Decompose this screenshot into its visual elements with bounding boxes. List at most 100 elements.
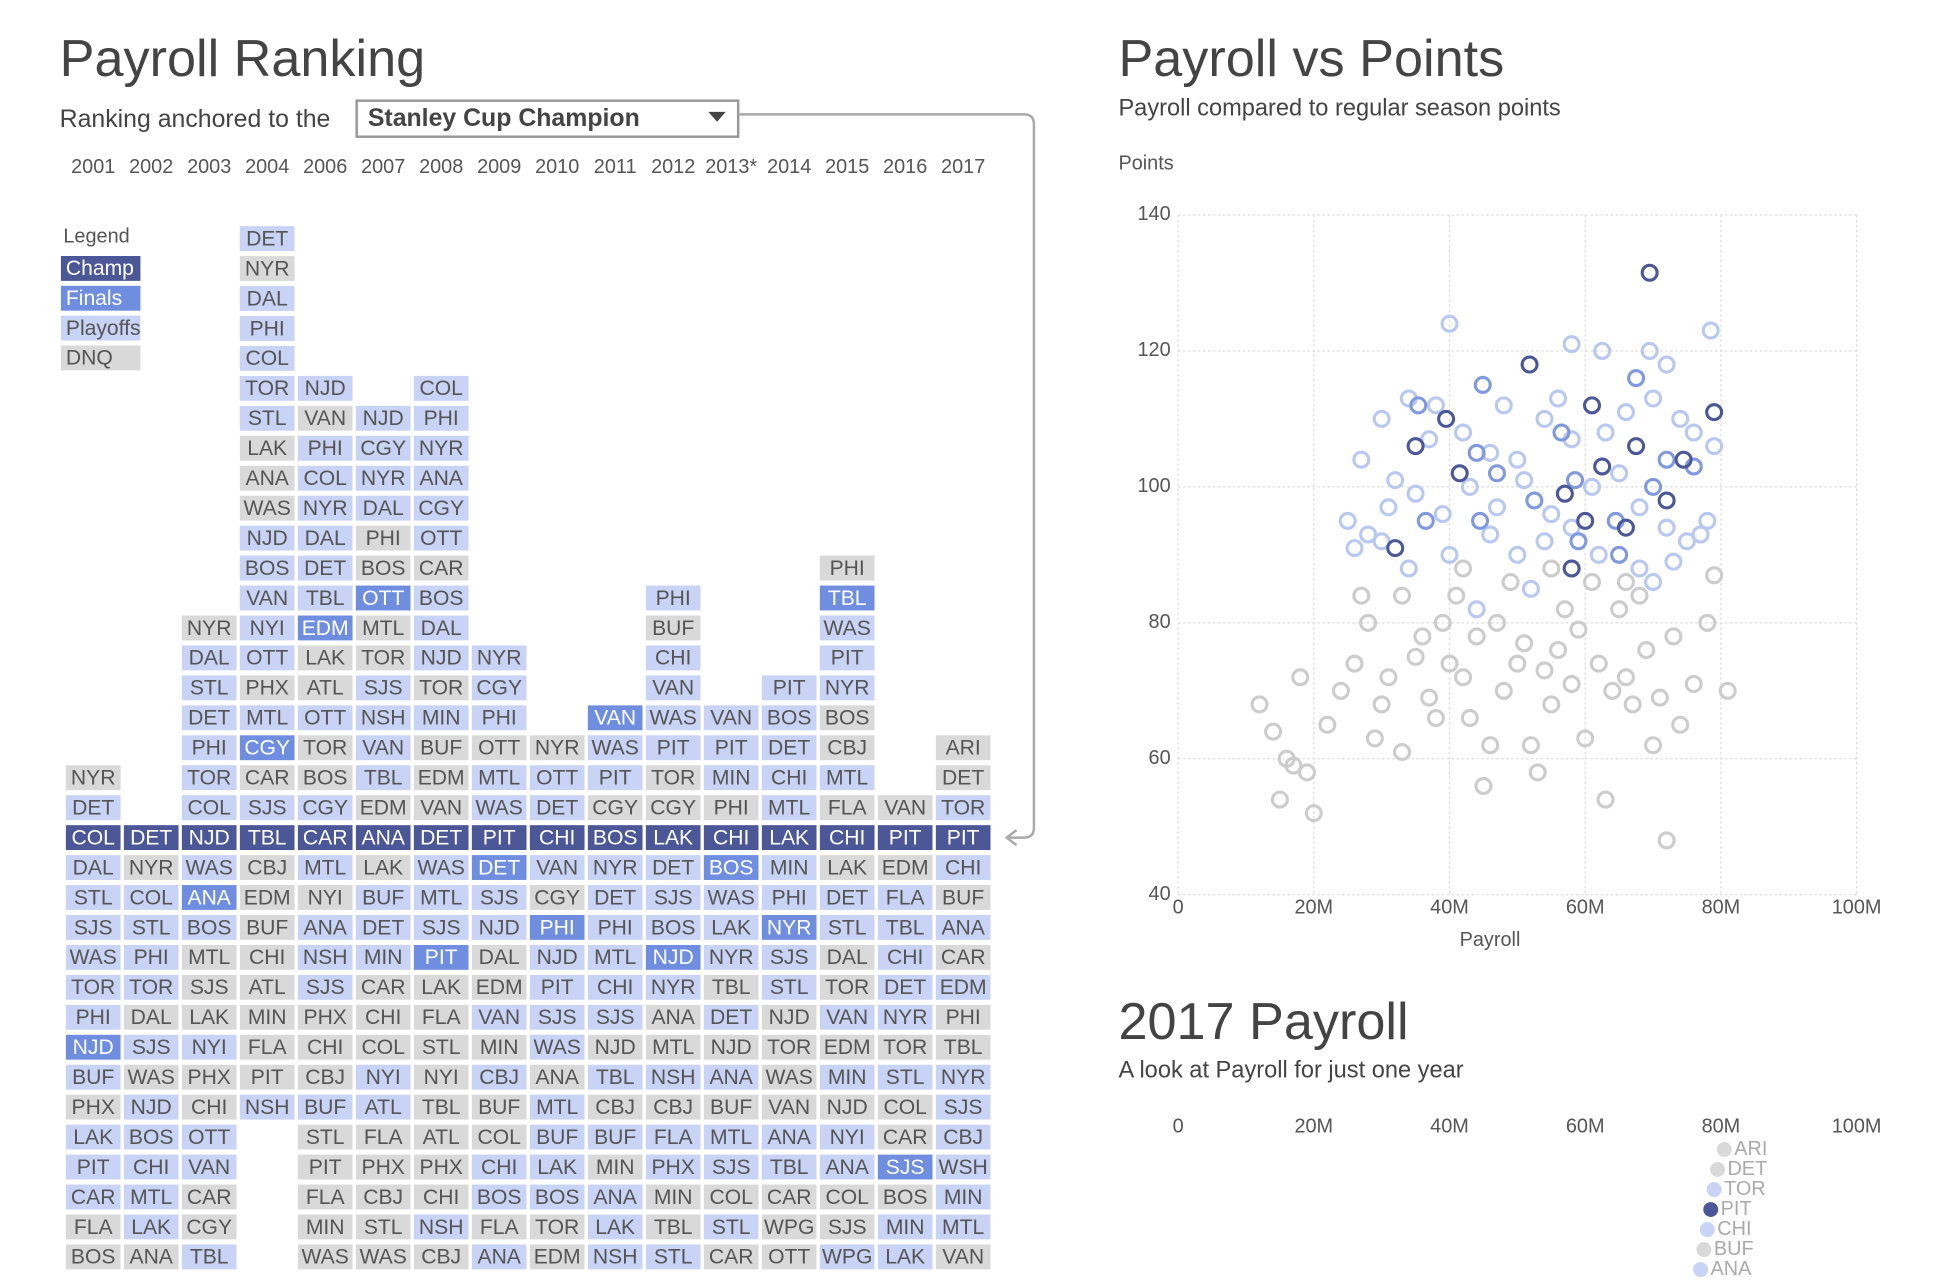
data-point (1589, 654, 1608, 673)
data-point (1433, 613, 1452, 632)
team-cell (297, 795, 353, 821)
team-label: DET (304, 557, 346, 580)
team-cell (297, 885, 353, 910)
team-cell (181, 1034, 237, 1060)
team-cell (239, 465, 295, 491)
team-cell (413, 735, 469, 761)
team-label: COL (419, 377, 463, 400)
team-label: LAK (131, 1216, 171, 1239)
team-label: PHX (419, 1156, 462, 1179)
team-label: CBJ (595, 1096, 635, 1119)
data-point (1420, 430, 1439, 449)
team-cell (413, 1154, 469, 1180)
data-point (1440, 545, 1459, 564)
team-label: MIN (364, 946, 403, 969)
team-cell (471, 765, 527, 791)
team-cell (819, 1034, 875, 1060)
team-label: BOS (651, 916, 696, 939)
year-label: 2007 (361, 156, 405, 178)
data-point (1566, 471, 1585, 490)
data-point (1552, 423, 1571, 442)
team-cell (181, 885, 237, 910)
team-cell (297, 765, 353, 791)
team-cell (413, 1034, 469, 1060)
team-label: TBL (944, 1036, 983, 1059)
team-label: SJS (886, 1156, 925, 1179)
team-label: ATL (307, 677, 344, 700)
team-cell (239, 974, 295, 1000)
data-point (1473, 375, 1492, 394)
data-point (1508, 450, 1527, 469)
team-label: COL (129, 886, 173, 909)
data-point (1657, 831, 1676, 850)
team-cell (181, 1154, 237, 1180)
team-cell (529, 1034, 585, 1060)
scatter-subtitle: Payroll compared to regular season point… (1118, 96, 1560, 122)
team-cell (877, 885, 933, 910)
team-cell (471, 1244, 527, 1270)
team-label: PHI (656, 587, 691, 610)
data-point (1467, 600, 1486, 619)
team-label: LAK (189, 1006, 229, 1029)
team-cell (877, 1034, 933, 1060)
x-tick-label: 80M (1702, 897, 1741, 919)
team-label: NYR (187, 617, 232, 640)
year-label: 2003 (187, 156, 231, 178)
team-label: PHI (134, 946, 169, 969)
team-cell (413, 825, 469, 851)
team-cell (761, 915, 817, 940)
data-point (1508, 545, 1527, 564)
team-cell (877, 1214, 933, 1240)
data-point (1508, 654, 1527, 673)
team-label: NYR (825, 677, 870, 700)
dropdown-caret[interactable] (708, 111, 726, 122)
team-label: STL (712, 1216, 751, 1239)
data-point (1674, 450, 1693, 469)
data-point (1270, 790, 1289, 809)
year-label: 2009 (477, 156, 521, 178)
team-cell (935, 855, 991, 880)
team-cell (645, 1064, 701, 1090)
team-label: CHI (945, 856, 981, 879)
data-point (1657, 450, 1676, 469)
team-label: COL (245, 347, 289, 370)
team-cell (471, 1034, 527, 1060)
team-cell (123, 1124, 179, 1150)
data-point (1460, 477, 1479, 496)
team-cell (297, 944, 353, 970)
anchor-dropdown[interactable]: Stanley Cup Champion (355, 99, 740, 138)
team-cell (819, 1064, 875, 1090)
data-point (1379, 668, 1398, 687)
team-cell (645, 765, 701, 791)
team-label: PIT (483, 826, 516, 849)
data-point (1501, 573, 1520, 592)
team-label: VAN (246, 587, 288, 610)
team-label: EDM (476, 976, 523, 999)
data-point (1372, 532, 1391, 551)
data-point (1555, 600, 1574, 619)
team-cell (587, 1094, 643, 1120)
team-label: BUF (536, 1126, 578, 1149)
data-point (1603, 681, 1622, 700)
team-cell (413, 1094, 469, 1120)
team-label: FLA (828, 796, 868, 819)
team-label: EDM (940, 976, 987, 999)
data-point (1705, 403, 1724, 422)
team-cell (413, 555, 469, 581)
team-cell (587, 1154, 643, 1180)
team-label: CGY (650, 796, 696, 819)
team-label: FLA (306, 1186, 346, 1209)
dropdown-value[interactable]: Stanley Cup Champion (368, 105, 640, 132)
team-label: PHX (72, 1096, 115, 1119)
team-cell (65, 1034, 121, 1060)
team-label: CHI (307, 1036, 343, 1059)
team-label: CAR (245, 767, 290, 790)
team-cell (819, 1154, 875, 1180)
team-cell (413, 795, 469, 821)
team-label: BOS (303, 767, 348, 790)
dropdown-box[interactable] (355, 99, 740, 138)
payroll-dot (1693, 1262, 1709, 1278)
team-cell (123, 1034, 179, 1060)
team-label: ANA (651, 1006, 695, 1029)
team-cell (471, 1064, 527, 1090)
